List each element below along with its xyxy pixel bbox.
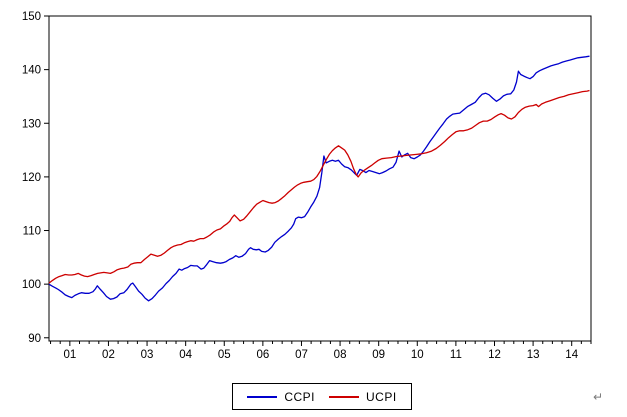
x-axis-tick-label: 10	[411, 349, 424, 361]
x-axis-tick-label: 06	[256, 349, 269, 361]
ucpi-line-swatch	[329, 395, 359, 398]
ucpi-line	[48, 89, 590, 284]
x-axis-tick-label: 08	[334, 349, 347, 361]
y-axis-tick-label: 130	[22, 118, 41, 130]
ccpi-line	[48, 55, 590, 302]
x-axis-tick-label: 13	[527, 349, 540, 361]
x-axis-tick-label: 02	[102, 349, 115, 361]
y-axis-tick-label: 150	[22, 11, 41, 23]
plot-frame	[48, 15, 592, 342]
y-axis-tick-label: 110	[23, 226, 41, 238]
legend-label-ucpi: UCPI	[366, 389, 397, 404]
y-axis-tick-label: 120	[22, 172, 41, 184]
x-axis-tick-label: 07	[295, 349, 308, 361]
x-axis-tick-label: 09	[372, 349, 385, 361]
x-axis-tick-label: 11	[450, 349, 462, 361]
legend-label-ccpi: CCPI	[284, 389, 315, 404]
x-axis-tick-label: 01	[63, 349, 76, 361]
x-axis-tick-label: 04	[179, 349, 192, 361]
x-axis-tick-label: 12	[488, 349, 501, 361]
paragraph-return-mark: ↵	[593, 390, 604, 404]
ccpi-line-swatch	[247, 395, 278, 398]
x-axis-tick-label: 05	[218, 349, 231, 361]
y-axis-tick-label: 100	[22, 279, 41, 291]
x-axis-tick-label: 03	[141, 349, 154, 361]
y-axis-tick-label: 140	[22, 65, 41, 77]
legend: CCPI UCPI	[232, 383, 412, 410]
x-axis-tick-label: 14	[565, 349, 578, 361]
y-axis-tick-label: 90	[28, 333, 41, 345]
legend-item-ucpi: UCPI	[329, 390, 397, 404]
legend-item-ccpi: CCPI	[247, 390, 315, 404]
